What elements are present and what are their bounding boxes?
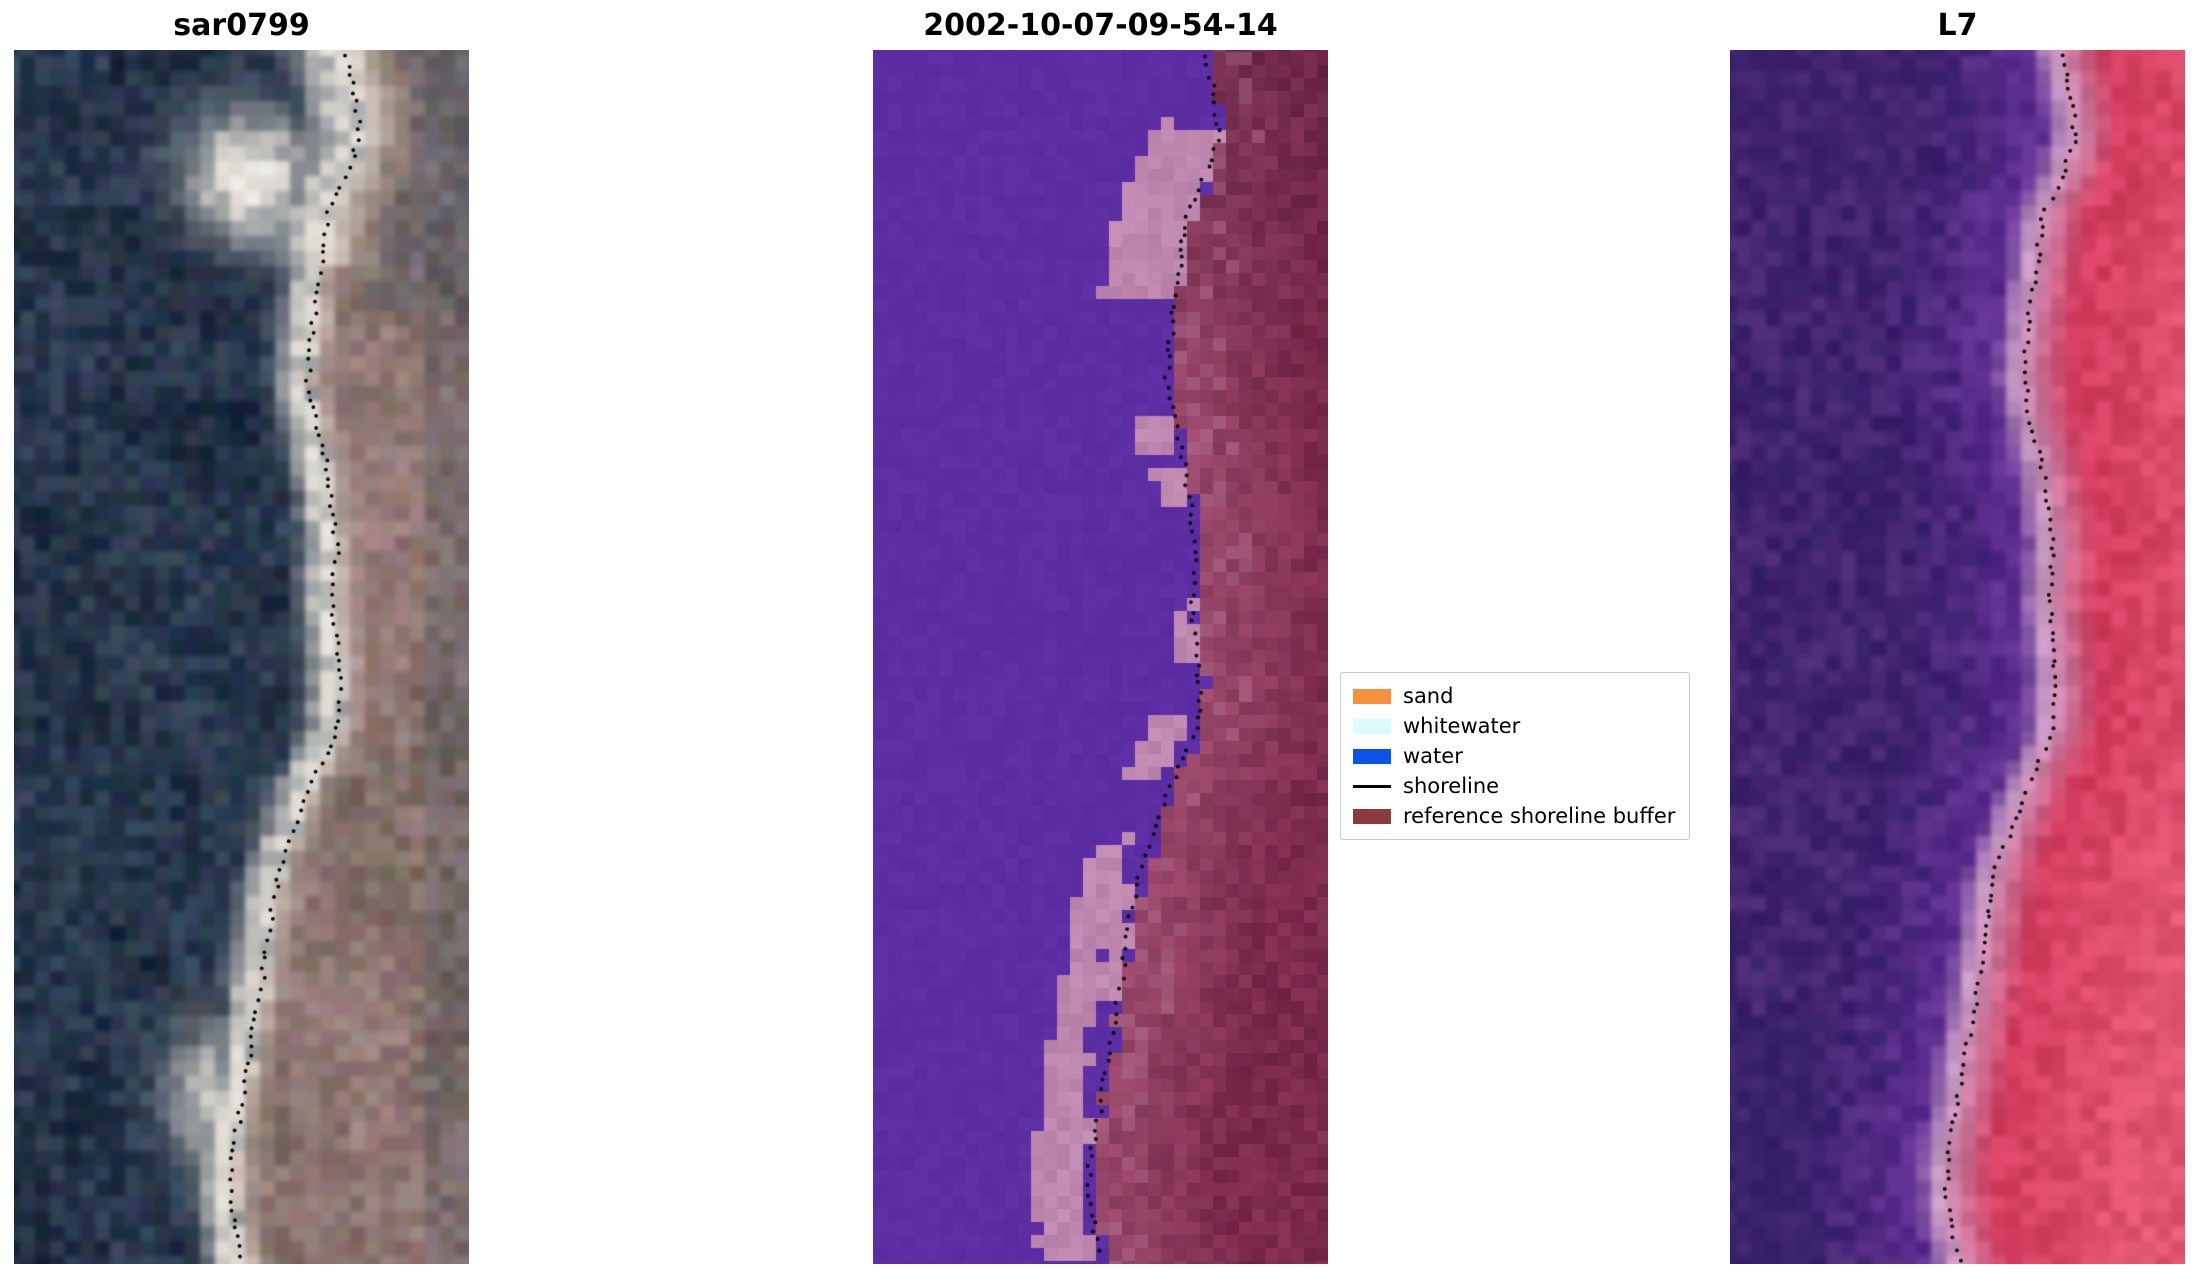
panel-title-classification-date: 2002-10-07-09-54-14	[923, 8, 1278, 43]
map-legend: sand whitewater water shoreline referenc…	[1340, 672, 1691, 840]
whitewater-color-swatch	[1353, 718, 1391, 734]
panel-sar0799: sar0799	[14, 8, 469, 1264]
legend-label-sand: sand	[1403, 684, 1454, 708]
classification-shoreline-dots-overlay	[873, 50, 1328, 1264]
legend-entry-water: water	[1353, 741, 1675, 771]
reference-buffer-color-swatch	[1353, 808, 1391, 824]
classification-image-frame	[873, 50, 1328, 1264]
legend-label-whitewater: whitewater	[1403, 714, 1521, 738]
legend-label-shoreline: shoreline	[1403, 774, 1500, 798]
water-color-swatch	[1353, 748, 1391, 764]
legend-entry-sand: sand	[1353, 681, 1675, 711]
panel-title-sar0799: sar0799	[173, 8, 310, 43]
sar-image-frame	[14, 50, 469, 1264]
l7-image-frame	[1730, 50, 2185, 1264]
legend-label-reference-buffer: reference shoreline buffer	[1403, 804, 1676, 828]
sar-shoreline-dots-overlay	[14, 50, 469, 1264]
panel-l7: L7	[1730, 8, 2185, 1264]
legend-entry-shoreline: shoreline	[1353, 771, 1675, 801]
legend-entry-reference-buffer: reference shoreline buffer	[1353, 801, 1675, 831]
shoreline-line-swatch	[1353, 784, 1391, 788]
l7-shoreline-dots-overlay	[1730, 50, 2185, 1264]
legend-label-water: water	[1403, 744, 1463, 768]
legend-entry-whitewater: whitewater	[1353, 711, 1675, 741]
sand-color-swatch	[1353, 688, 1391, 704]
panel-title-l7: L7	[1937, 8, 1978, 43]
panel-classification: 2002-10-07-09-54-14	[873, 8, 1328, 1264]
